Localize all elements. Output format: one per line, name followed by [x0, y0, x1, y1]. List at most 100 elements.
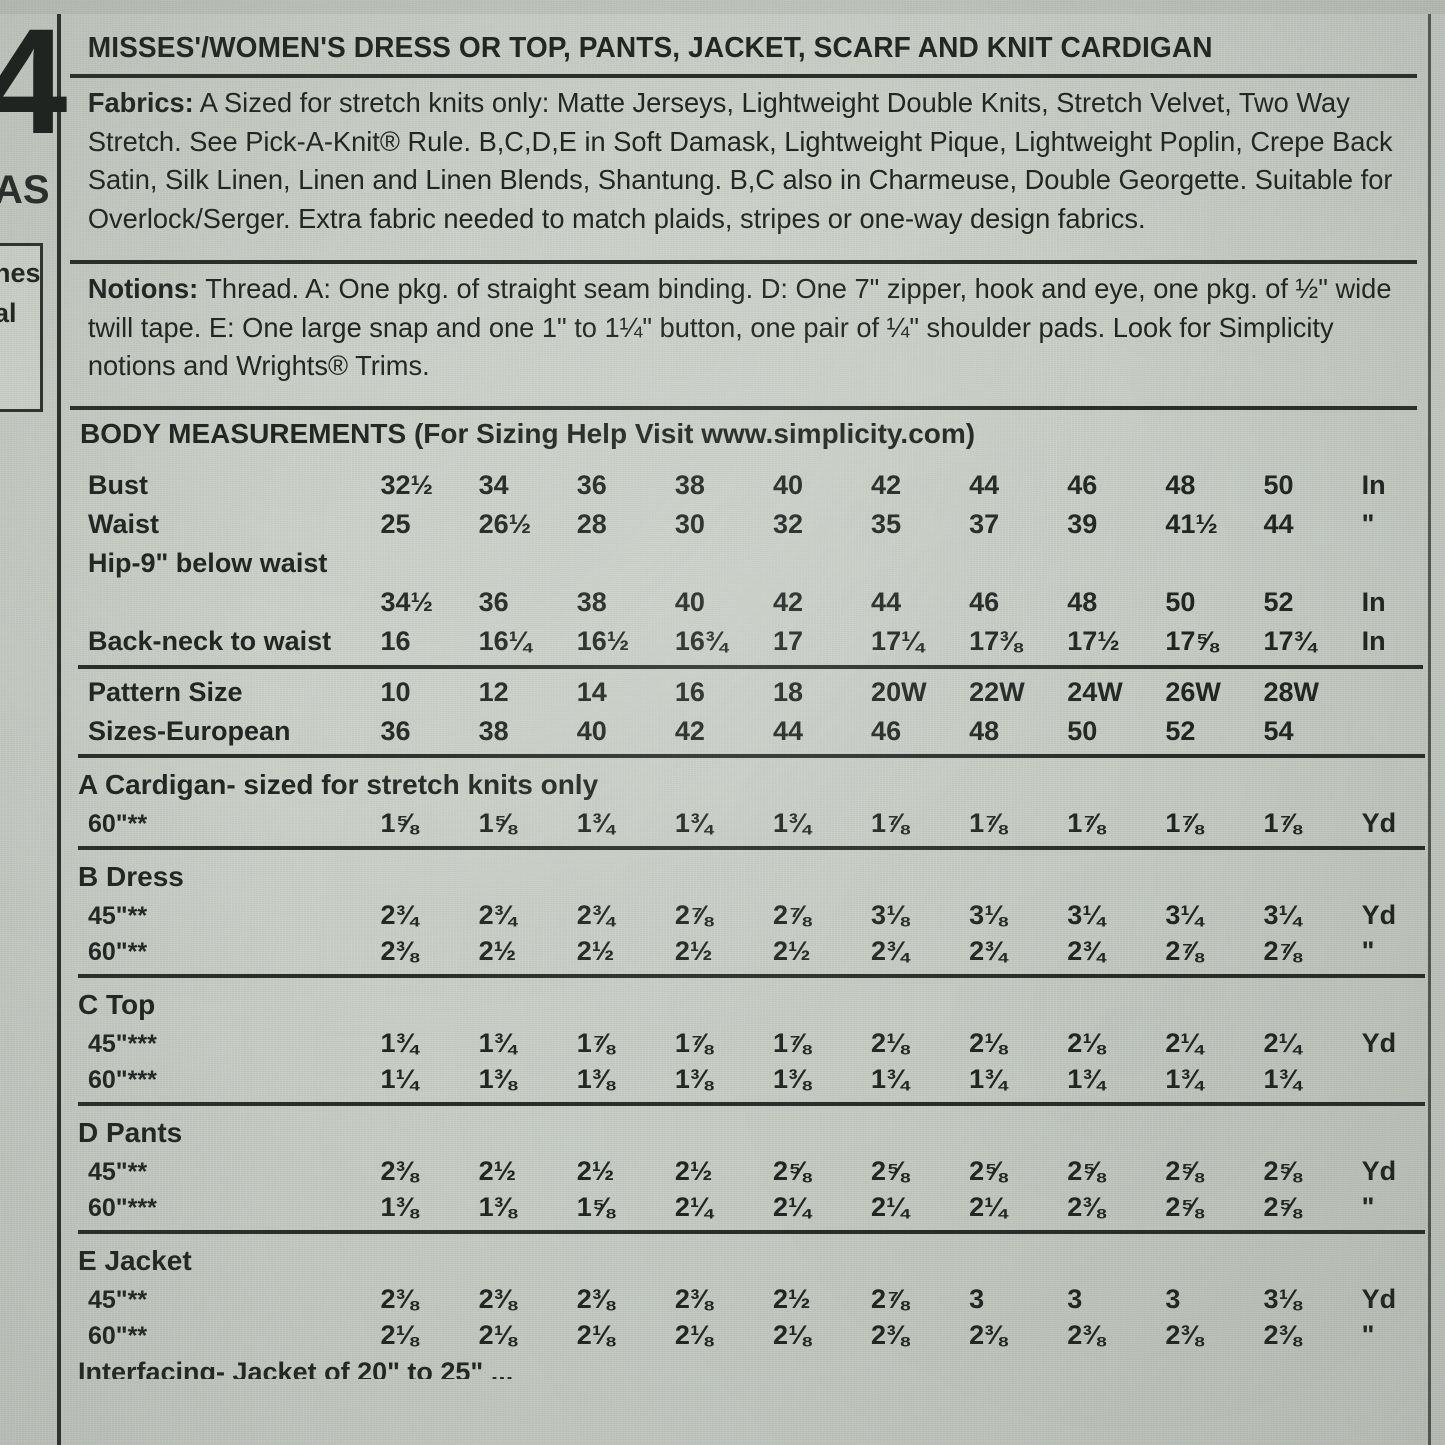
table-cell: 1¾	[871, 1063, 909, 1094]
table-cell: 37	[969, 508, 1000, 539]
row-label: 45"**	[88, 1157, 148, 1186]
pattern-back-content: MISSES'/WOMEN'S DRESS OR TOP, PANTS, JAC…	[70, 0, 1430, 1445]
table-cell: 48	[1067, 586, 1098, 617]
footer-fragment: Interfacing- Jacket of 20" to 25" ...	[78, 1356, 514, 1379]
table-cell: 1⅞	[674, 1027, 713, 1058]
table-cell: 1⅞	[576, 1027, 615, 1058]
table-cell: 14	[576, 676, 607, 707]
table-cell: 2⅝	[772, 1155, 811, 1186]
table-cell: 40	[576, 715, 607, 746]
row-unit: "	[1361, 508, 1375, 539]
table-cell: 2⅝	[1067, 1155, 1105, 1186]
row-label: 60"**	[88, 937, 148, 966]
row-unit: In	[1361, 625, 1386, 656]
row-label: 45"***	[88, 1029, 157, 1058]
table-row: Bust 32½ 34 36 38 40 42 44 46 48 50 In	[78, 462, 1425, 501]
table-cell: 2¾	[478, 899, 517, 930]
table-cell: 2½	[576, 1155, 615, 1186]
row-unit	[1362, 540, 1425, 579]
table-cell: 50	[1067, 715, 1098, 746]
table-cell: 2½	[478, 1155, 517, 1186]
table-cell: 18	[772, 676, 803, 707]
table-cell: 34	[478, 469, 509, 500]
table-cell: 3	[969, 1283, 985, 1314]
table-cell: 36	[380, 715, 411, 746]
table-cell: 3	[1067, 1283, 1083, 1314]
row-label: Sizes-European	[88, 715, 291, 746]
table-cell: 54	[1263, 715, 1294, 746]
table-cell	[1165, 540, 1263, 579]
table-cell: 38	[576, 586, 607, 617]
table-cell: 1¼	[380, 1063, 419, 1094]
table-cell: 44	[772, 715, 803, 746]
side-box-line2: al	[0, 298, 17, 328]
table-cell: 17¾	[1263, 625, 1317, 656]
row-unit	[1362, 669, 1425, 708]
table-row: 60"*** 1⅜ 1⅜ 1⅝ 2¼ 2¼ 2¼ 2¼ 2⅜ 2⅝ 2⅝ "	[78, 1187, 1425, 1223]
table-cell: 1⅞	[1067, 807, 1105, 838]
table-cell: 32½	[380, 469, 434, 500]
table-row: 45"** 2⅜ 2⅜ 2⅜ 2⅜ 2½ 2⅞ 3 3 3 3⅛ Yd	[78, 1279, 1425, 1315]
side-fragment-as: AS	[0, 168, 50, 212]
row-label: 45"**	[88, 901, 148, 930]
table-cell: 46	[969, 586, 1000, 617]
yardage-table: 45"** 2¾ 2¾ 2¾ 2⅞ 2⅞ 3⅛ 3⅛ 3¼ 3¼ 3¼ Yd 60"** 2⅜ 2½ 2½ 2½…	[78, 895, 1425, 967]
table-row: 45"** 2¾ 2¾ 2¾ 2⅞ 2⅞ 3⅛ 3⅛ 3¼ 3¼ 3¼ Yd	[78, 895, 1425, 931]
table-cell: 48	[969, 715, 1000, 746]
table-cell: 2⅛	[969, 1027, 1007, 1058]
table-cell: 3¼	[1067, 899, 1105, 930]
body-measurements-heading: BODY MEASUREMENTS (For Sizing Help Visit…	[80, 417, 976, 449]
table-cell: 2¼	[1263, 1027, 1302, 1058]
table-cell: 17½	[1067, 625, 1120, 656]
table-cell: 1¾	[478, 1027, 517, 1058]
table-cell: 1⅜	[478, 1063, 517, 1094]
table-cell: 3¼	[1263, 899, 1302, 930]
table-cell: 42	[772, 586, 803, 617]
table-cell	[1263, 540, 1361, 579]
table-cell: 16½	[576, 625, 630, 656]
row-unit	[1362, 1059, 1425, 1095]
table-cell: 36	[576, 469, 607, 500]
section-divider	[78, 973, 1425, 978]
table-cell: 17⅜	[969, 625, 1022, 656]
row-label: Back-neck to waist	[88, 625, 332, 656]
table-cell: 2⅜	[1067, 1319, 1105, 1350]
table-cell: 2⅞	[772, 899, 811, 930]
row-label: Bust	[88, 469, 148, 500]
table-cell: 2⅜	[380, 1283, 419, 1314]
fabrics-label: Fabrics:	[87, 87, 194, 118]
table-cell: 2½	[772, 935, 811, 966]
table-cell: 1⅜	[772, 1063, 811, 1094]
table-cell: 1⅝	[380, 807, 419, 838]
table-cell: 1⅝	[576, 1191, 615, 1222]
table-cell: 1⅝	[478, 807, 517, 838]
table-cell: 2⅜	[1067, 1191, 1105, 1222]
section-divider	[78, 753, 1425, 758]
notions-divider	[70, 405, 1417, 410]
row-label: Pattern Size	[88, 676, 243, 707]
table-cell: 1¾	[1165, 1063, 1203, 1094]
table-cell: 22W	[969, 676, 1025, 707]
table-cell: 16¼	[478, 625, 532, 656]
table-cell: 26½	[478, 508, 532, 539]
yardage-section-heading: C Top	[78, 988, 156, 1020]
table-cell: 28W	[1263, 676, 1320, 707]
table-cell: 1⅞	[772, 1027, 811, 1058]
row-unit: Yd	[1361, 1027, 1397, 1058]
table-row: 45"** 2⅜ 2½ 2½ 2½ 2⅝ 2⅝ 2⅝ 2⅝ 2⅝ 2⅝ Yd	[78, 1151, 1425, 1187]
fabrics-text: A Sized for stretch knits only: Matte Je…	[87, 87, 1393, 234]
row-label: 45"**	[88, 1285, 148, 1314]
row-unit: Yd	[1361, 1283, 1397, 1314]
table-cell: 3	[1165, 1283, 1181, 1314]
table-cell: 40	[772, 469, 803, 500]
yardage-table: 45"*** 1¾ 1¾ 1⅞ 1⅞ 1⅞ 2⅛ 2⅛ 2⅛ 2¼ 2¼ Yd 60"*** 1¼ 1⅜ 1⅜…	[78, 1023, 1425, 1095]
table-row: 60"*** 1¼ 1⅜ 1⅜ 1⅜ 1⅜ 1¾ 1¾ 1¾ 1¾ 1¾	[78, 1059, 1425, 1095]
table-cell: 38	[478, 715, 509, 746]
table-cell: 12	[478, 676, 509, 707]
table-cell: 2¾	[576, 899, 615, 930]
table-cell: 2⅜	[871, 1319, 909, 1350]
section-divider	[78, 1229, 1425, 1234]
row-unit: Yd	[1361, 899, 1397, 930]
table-cell: 44	[1263, 508, 1294, 539]
table-cell: 39	[1067, 508, 1098, 539]
